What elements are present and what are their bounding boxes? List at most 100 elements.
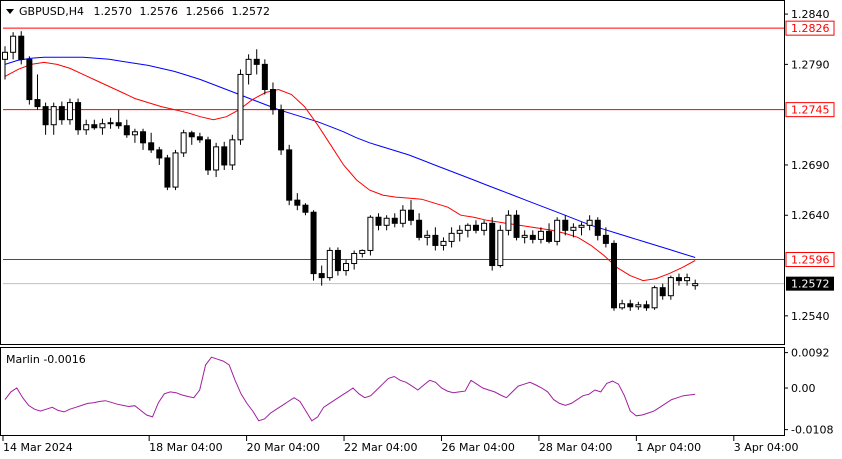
candle[interactable] <box>489 217 496 271</box>
candle[interactable] <box>472 220 479 234</box>
level-price-label: 1.2745 <box>791 104 830 117</box>
candle-body-bull <box>66 102 73 121</box>
candle[interactable] <box>546 223 553 244</box>
candle[interactable] <box>83 119 90 135</box>
candle[interactable] <box>399 205 406 228</box>
candle[interactable] <box>432 227 439 251</box>
candle[interactable] <box>505 210 512 236</box>
candle[interactable] <box>34 74 41 110</box>
candle[interactable] <box>42 102 49 135</box>
candle[interactable] <box>75 98 82 135</box>
candle[interactable] <box>627 299 634 311</box>
price-tick-label: 1.2790 <box>791 58 830 71</box>
candle-body-bull <box>351 252 358 265</box>
candle[interactable] <box>261 59 268 95</box>
candle[interactable] <box>408 200 414 226</box>
candle[interactable] <box>140 128 147 150</box>
candle[interactable] <box>229 134 236 170</box>
candle[interactable] <box>464 223 471 238</box>
candle[interactable] <box>123 119 130 138</box>
candle[interactable] <box>99 118 106 135</box>
candle-body-bull <box>554 219 561 242</box>
ohlc-high: 1.2576 <box>139 5 178 18</box>
candle[interactable] <box>367 215 374 256</box>
candle[interactable] <box>50 102 57 135</box>
candle[interactable] <box>269 82 276 115</box>
candle[interactable] <box>115 109 122 129</box>
candle[interactable] <box>635 301 642 310</box>
candle[interactable] <box>286 144 293 206</box>
candle[interactable] <box>278 104 285 155</box>
candle[interactable] <box>18 31 25 65</box>
candle[interactable] <box>497 225 504 268</box>
current-price-label: 1.2572 <box>791 278 830 291</box>
candle[interactable] <box>188 130 195 145</box>
candle[interactable] <box>667 275 674 300</box>
candle[interactable] <box>594 217 601 241</box>
symbol-header: GBPUSD,H4 1.2570 1.2576 1.2566 1.2572 <box>19 5 270 18</box>
candle[interactable] <box>448 227 455 248</box>
candle[interactable] <box>172 149 179 191</box>
candle-body-bear <box>472 224 479 231</box>
candle[interactable] <box>684 273 691 286</box>
candle[interactable] <box>310 210 317 281</box>
candle[interactable] <box>537 227 544 244</box>
candle[interactable] <box>375 213 382 231</box>
candle[interactable] <box>383 215 390 231</box>
candle[interactable] <box>180 129 187 157</box>
candle[interactable] <box>326 247 333 281</box>
candle[interactable] <box>416 213 423 241</box>
candle[interactable] <box>2 46 8 80</box>
candle[interactable] <box>221 141 228 170</box>
candle[interactable] <box>164 154 171 191</box>
candle[interactable] <box>10 32 17 60</box>
candle[interactable] <box>440 237 447 251</box>
candle[interactable] <box>343 259 350 276</box>
candle[interactable] <box>391 213 398 228</box>
candle[interactable] <box>456 225 463 242</box>
candle[interactable] <box>318 265 325 286</box>
candle[interactable] <box>521 230 528 244</box>
candle[interactable] <box>692 279 699 290</box>
candle[interactable] <box>675 273 682 286</box>
candle[interactable] <box>529 230 536 244</box>
candle[interactable] <box>562 215 569 236</box>
candle-body-bull <box>667 277 674 297</box>
candle[interactable] <box>602 227 609 248</box>
candle[interactable] <box>58 101 65 125</box>
candle[interactable] <box>237 69 244 145</box>
candle[interactable] <box>586 215 593 231</box>
candle[interactable] <box>359 249 366 258</box>
candle[interactable] <box>651 285 658 310</box>
candle[interactable] <box>334 247 341 276</box>
candle[interactable] <box>611 240 617 311</box>
candle[interactable] <box>659 283 666 300</box>
candle[interactable] <box>424 230 431 246</box>
candle[interactable] <box>107 117 114 129</box>
symbol-name: GBPUSD,H4 <box>19 5 84 18</box>
candle[interactable] <box>513 210 520 241</box>
candle[interactable] <box>643 300 650 311</box>
candle[interactable] <box>245 54 252 85</box>
candle[interactable] <box>131 128 138 143</box>
candle-body-bear <box>253 58 260 65</box>
candle[interactable] <box>570 223 577 238</box>
candle[interactable] <box>619 299 626 310</box>
candle[interactable] <box>66 98 73 125</box>
symbol-dropdown-icon[interactable] <box>6 9 14 14</box>
candle[interactable] <box>156 146 163 165</box>
candle[interactable] <box>196 132 203 143</box>
candle[interactable] <box>26 56 33 105</box>
candle[interactable] <box>554 217 561 246</box>
candle[interactable] <box>351 250 358 270</box>
candle[interactable] <box>148 132 155 153</box>
candle[interactable] <box>302 203 309 216</box>
candle[interactable] <box>205 136 211 176</box>
candle[interactable] <box>578 222 585 236</box>
candle[interactable] <box>481 220 488 236</box>
candle[interactable] <box>213 142 220 178</box>
candle[interactable] <box>253 49 260 75</box>
candle[interactable] <box>294 193 301 211</box>
candle[interactable] <box>91 119 98 130</box>
